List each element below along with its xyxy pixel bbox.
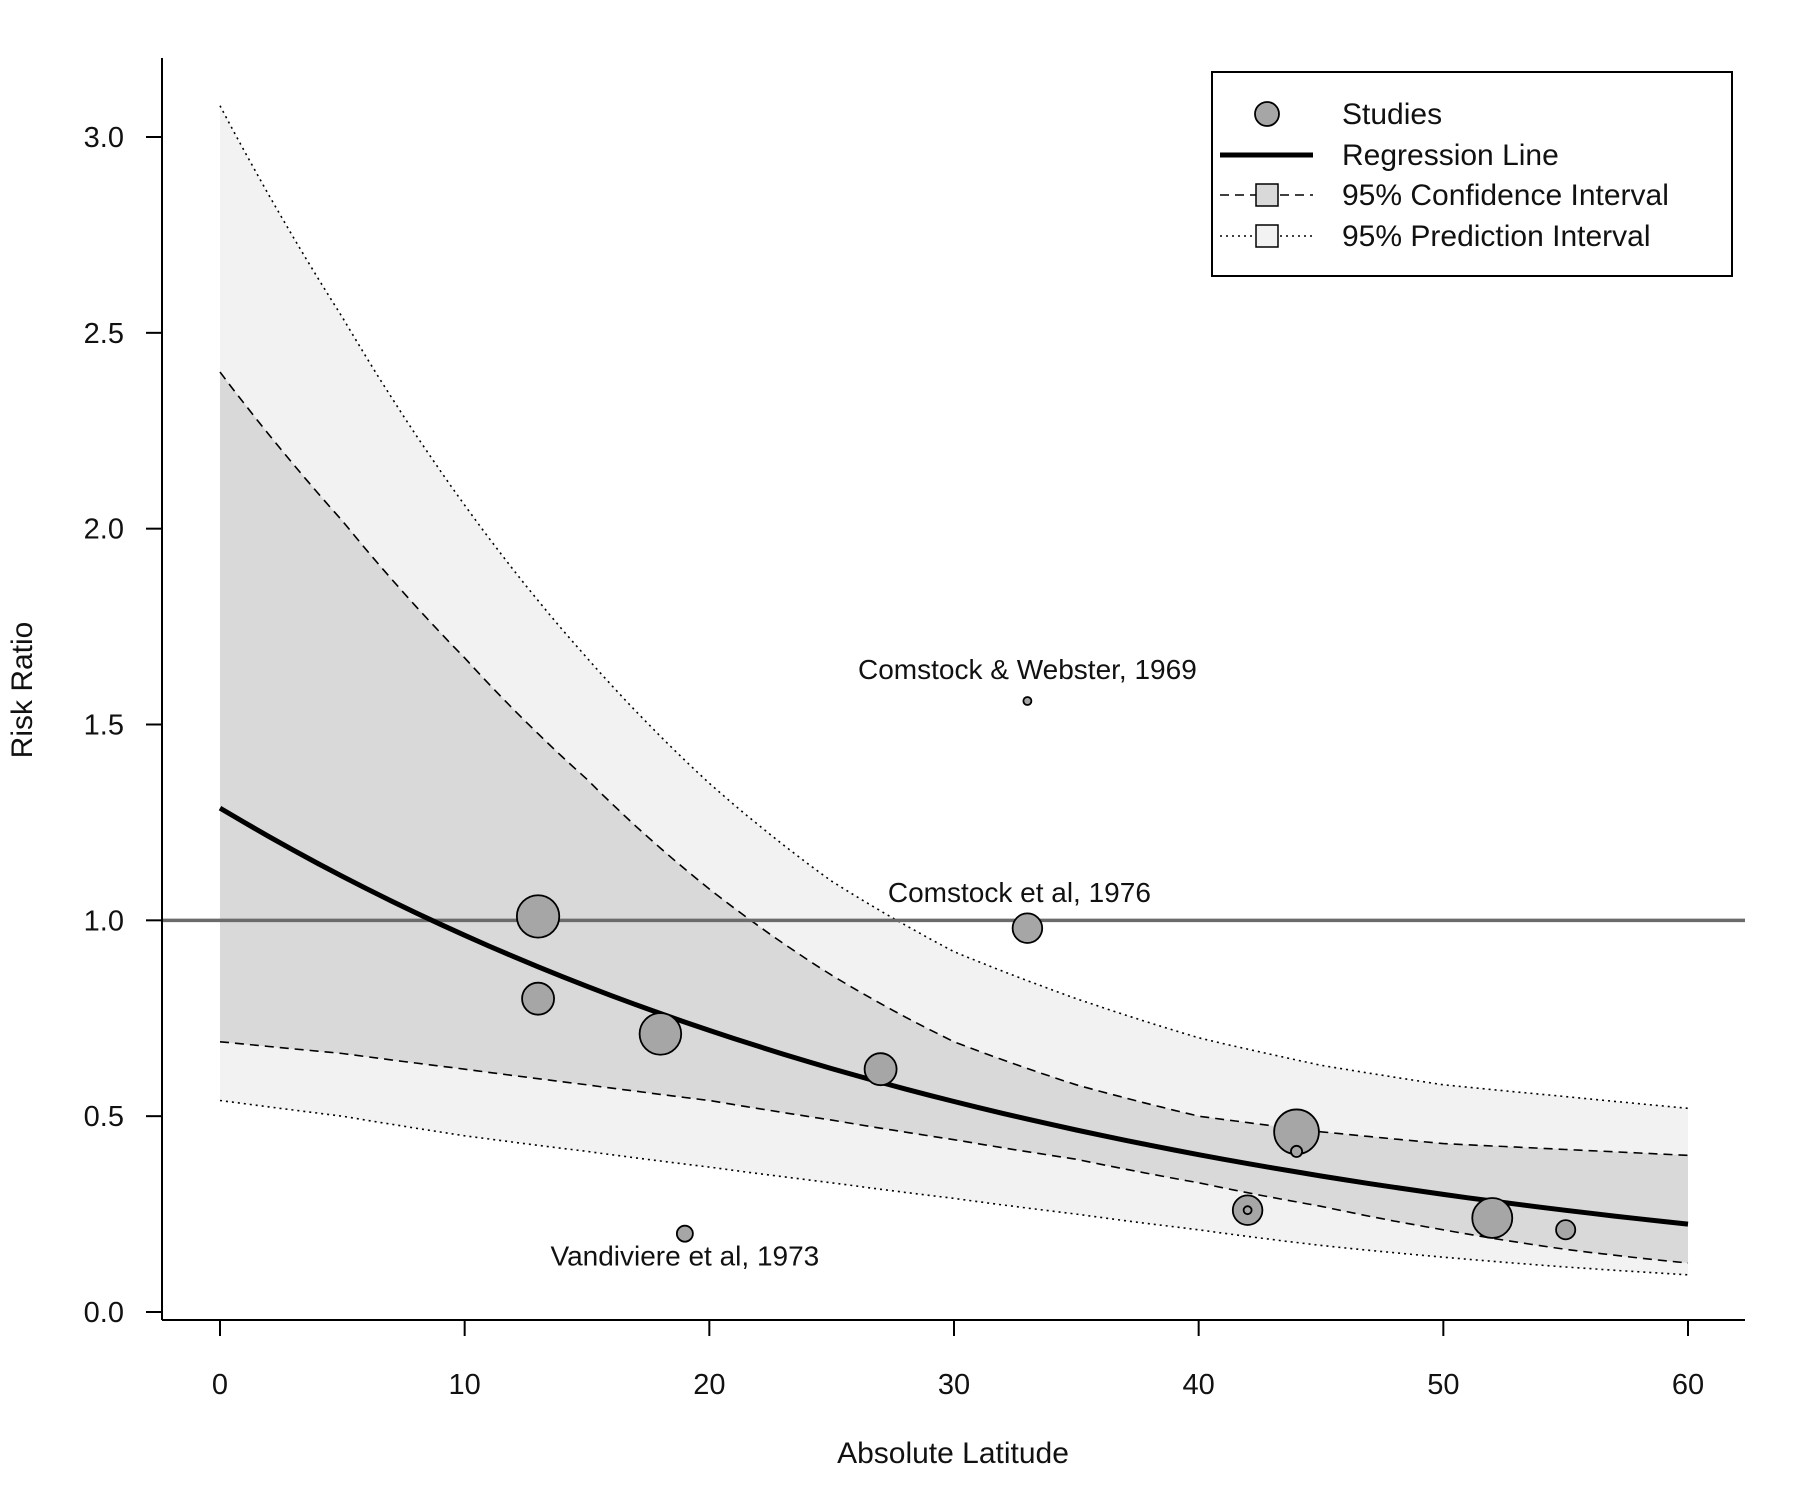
y-tick-label: 0.0 — [84, 1297, 124, 1329]
study-point — [1555, 1219, 1577, 1241]
study-point — [1290, 1144, 1304, 1158]
x-tick-label: 50 — [1427, 1369, 1459, 1401]
y-axis-title: Risk Ratio — [6, 622, 39, 759]
y-tick-label: 0.5 — [84, 1101, 124, 1133]
axes: 0 10 20 30 40 50 60 0.0 0.5 1.0 1.5 2.0 2.5 3.0 — [84, 58, 1745, 1401]
study-point — [1242, 1205, 1253, 1216]
confidence-upper-line — [219, 371, 1689, 1157]
study-annotations: Comstock & Webster, 1969 Comstock et al, … — [550, 654, 1196, 1272]
regression-line-group — [218, 805, 1689, 1227]
confidence-lower-line — [219, 1041, 1689, 1264]
y-tick-label: 2.5 — [84, 318, 124, 350]
x-axis-title: Absolute Latitude — [837, 1437, 1069, 1470]
study-point — [638, 1012, 683, 1056]
prediction-upper-line — [219, 105, 1689, 1110]
study-point — [521, 981, 555, 1016]
y-tick-label: 1.0 — [84, 905, 124, 937]
x-tick-label: 10 — [449, 1369, 481, 1401]
study-annotation: Comstock et al, 1976 — [888, 877, 1151, 908]
study-point — [863, 1052, 898, 1087]
study-point — [1011, 912, 1044, 944]
x-tick-label: 20 — [693, 1369, 725, 1401]
legend-studies-symbol — [1254, 101, 1280, 127]
legend-label-confidence: 95% Confidence Interval — [1342, 179, 1669, 212]
prediction-lower-line — [219, 1099, 1689, 1276]
legend: Studies Regression Line 95% Confidence Int… — [1211, 71, 1733, 277]
study-point — [1471, 1197, 1514, 1239]
study-annotation: Vandiviere et al, 1973 — [550, 1241, 819, 1272]
x-tick-label: 40 — [1183, 1369, 1215, 1401]
confidence-interval-band — [220, 372, 1688, 1263]
legend-prediction-swatch — [1255, 224, 1279, 248]
x-tick-label: 60 — [1672, 1369, 1704, 1401]
legend-label-regression: Regression Line — [1342, 139, 1559, 172]
x-tick-label: 0 — [212, 1369, 228, 1401]
study-point — [675, 1224, 694, 1243]
legend-box — [1211, 71, 1733, 277]
study-annotation: Comstock & Webster, 1969 — [858, 654, 1197, 685]
y-tick-label: 2.0 — [84, 514, 124, 546]
legend-label-studies: Studies — [1342, 98, 1442, 131]
interval-lines — [219, 105, 1689, 1276]
interval-bands — [220, 105, 1688, 1275]
x-tick-label: 30 — [938, 1369, 970, 1401]
legend-label-prediction: 95% Prediction Interval — [1342, 220, 1651, 253]
study-point — [515, 894, 561, 939]
study-points — [515, 696, 1577, 1243]
study-point — [1022, 696, 1033, 706]
legend-confidence-swatch — [1255, 183, 1279, 207]
regression-line — [218, 805, 1689, 1227]
y-tick-label: 3.0 — [84, 122, 124, 154]
y-tick-label: 1.5 — [84, 710, 124, 742]
